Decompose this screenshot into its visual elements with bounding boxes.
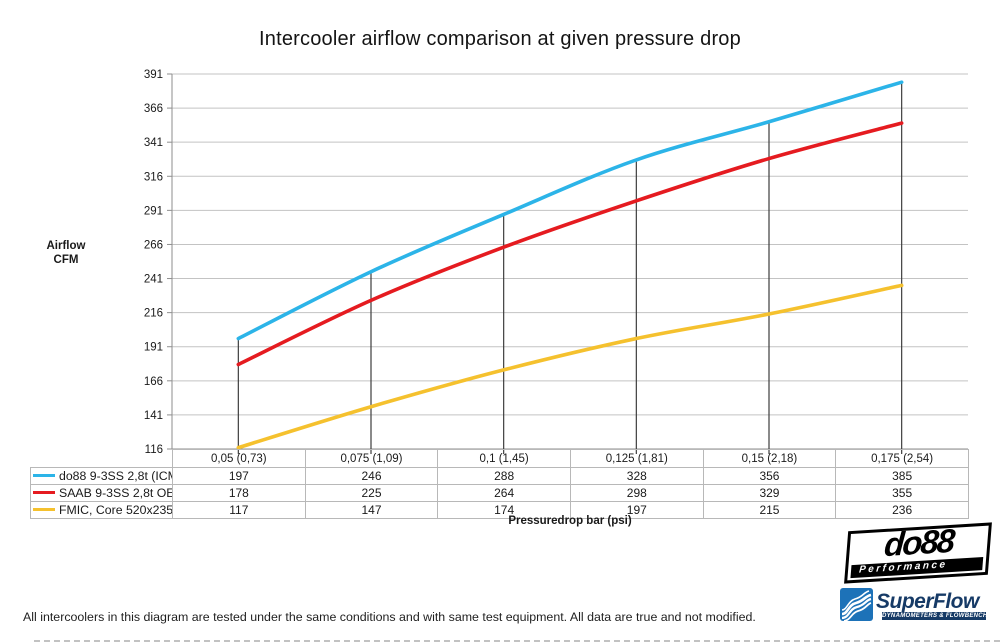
value-cell: 236 xyxy=(835,501,969,519)
value-cell: 246 xyxy=(304,467,439,485)
value-cell: 178 xyxy=(172,484,306,502)
legend-line-swatch xyxy=(33,508,55,512)
y-tick-label: 316 xyxy=(144,171,163,183)
bottom-perforation-line xyxy=(34,640,1000,642)
y-tick-label: 166 xyxy=(144,376,163,388)
y-tick-label: 366 xyxy=(144,103,163,115)
y-axis-label: Airflow CFM xyxy=(46,240,86,266)
x-tick-label: 0,175 (2,54) xyxy=(835,449,969,468)
do88-logo-wordmark: do88 xyxy=(882,521,955,564)
x-tick-label: 0,125 (1,81) xyxy=(569,449,704,468)
y-tick-label: 116 xyxy=(145,444,163,456)
superflow-logo: SuperFlow DYNAMOMETERS & FLOWBENCHES xyxy=(840,588,988,624)
value-cell: 385 xyxy=(835,467,969,485)
value-cell: 117 xyxy=(172,501,306,519)
value-cell: 288 xyxy=(437,467,571,485)
superflow-logo-subtitle: DYNAMOMETERS & FLOWBENCHES xyxy=(882,612,986,620)
series-row-2: FMIC, Core 520x235x65mm11714717419721523… xyxy=(30,501,969,519)
series-line-1 xyxy=(236,121,904,367)
page-title: Intercooler airflow comparison at given … xyxy=(259,28,741,50)
do88-logo: do88 Performance xyxy=(844,521,992,584)
table-corner-cell xyxy=(31,450,173,468)
value-cell: 174 xyxy=(437,501,571,519)
legend-cell: FMIC, Core 520x235x65mm xyxy=(30,501,173,519)
value-cell: 197 xyxy=(172,467,306,485)
x-axis-label: Pressuredrop bar (psi) xyxy=(508,515,632,527)
legend-line-swatch xyxy=(33,491,55,495)
value-cell: 147 xyxy=(304,501,439,519)
y-tick-label: 391 xyxy=(144,69,163,81)
series-row-0: do88 9-3SS 2,8t (ICM-110)197246288328356… xyxy=(30,467,969,485)
value-cell: 298 xyxy=(569,484,704,502)
value-cell: 356 xyxy=(702,467,837,485)
value-cell: 225 xyxy=(304,484,439,502)
y-tick-label: 191 xyxy=(144,342,163,354)
footer-note: All intercoolers in this diagram are tes… xyxy=(23,610,756,624)
series-line-0 xyxy=(236,80,904,341)
y-tick-label: 241 xyxy=(144,274,163,286)
legend-cell: do88 9-3SS 2,8t (ICM-110) xyxy=(30,467,173,485)
x-tick-label: 0,1 (1,45) xyxy=(437,449,571,468)
series-line-2 xyxy=(236,283,904,450)
superflow-wave-icon xyxy=(840,588,873,621)
y-tick-label: 291 xyxy=(144,205,163,217)
y-tick-label: 266 xyxy=(144,239,163,251)
y-tick-label: 141 xyxy=(144,410,163,422)
value-cell: 328 xyxy=(569,467,704,485)
x-tick-label: 0,05 (0,73) xyxy=(172,449,306,468)
value-cell: 355 xyxy=(835,484,969,502)
value-cell: 329 xyxy=(702,484,837,502)
value-cell: 215 xyxy=(702,501,837,519)
value-cell: 264 xyxy=(437,484,571,502)
series-label: FMIC, Core 520x235x65mm xyxy=(59,503,173,517)
series-label: do88 9-3SS 2,8t (ICM-110) xyxy=(59,469,172,483)
series-row-1: SAAB 9-3SS 2,8t OEM 178 225 264 298 329 355 xyxy=(30,484,969,502)
y-tick-label: 341 xyxy=(144,137,163,149)
x-tick-label: 0,075 (1,09) xyxy=(304,449,439,468)
series-label: SAAB 9-3SS 2,8t OEM xyxy=(59,486,173,500)
do88-logo-subtitle: Performance xyxy=(850,557,984,579)
y-tick-label: 216 xyxy=(144,308,163,320)
x-label-row: 0,05 (0,73) 0,075 (1,09) 0,1 (1,45) 0,125 (… xyxy=(31,449,969,468)
x-tick-label: 0,15 (2,18) xyxy=(702,449,837,468)
superflow-logo-wordmark: SuperFlow xyxy=(876,590,979,613)
legend-cell: SAAB 9-3SS 2,8t OEM xyxy=(30,484,173,502)
data-table: 0,05 (0,73) 0,075 (1,09) 0,1 (1,45) 0,125 (… xyxy=(30,449,969,519)
legend-line-swatch xyxy=(33,474,55,478)
